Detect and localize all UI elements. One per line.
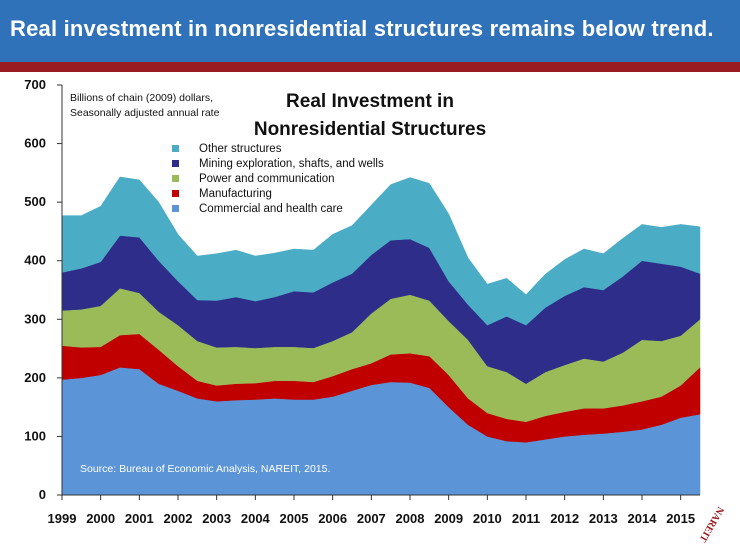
- y-tick-label: 500: [24, 194, 46, 209]
- accent-rule: [0, 62, 740, 72]
- legend-label: Other structures: [199, 142, 282, 155]
- x-tick-label: 1999: [48, 511, 77, 526]
- y-tick-label: 100: [24, 428, 46, 443]
- stacked-area-chart: 0 100 200 300 400 500 600 700 1999 2000 2001 2002 20…: [24, 77, 701, 526]
- x-tick-label: 2001: [125, 511, 154, 526]
- x-tick-label: 2015: [666, 511, 695, 526]
- legend-swatch: [172, 145, 179, 152]
- legend-label: Mining exploration, shafts, and wells: [199, 157, 384, 170]
- legend-item: Commercial and health care: [172, 201, 384, 216]
- x-tick-label: 2000: [86, 511, 115, 526]
- area-series: [61, 176, 701, 326]
- unit-line: Seasonally adjusted annual rate: [70, 107, 220, 119]
- x-tick-label: 2003: [202, 511, 231, 526]
- source-note: Source: Bureau of Economic Analysis, NAR…: [80, 463, 331, 475]
- legend-label: Power and communication: [199, 172, 335, 185]
- svg-text:NAREIT: NAREIT: [697, 505, 726, 544]
- x-tick-label: 2009: [434, 511, 463, 526]
- y-tick-label: 300: [24, 311, 46, 326]
- nareit-logo-mark: NAREIT: [697, 505, 726, 544]
- chart-title-line: Real Investment in: [286, 91, 454, 112]
- unit-line: Billions of chain (2009) dollars,: [70, 92, 213, 104]
- x-tick-label: 2012: [550, 511, 579, 526]
- x-tick-label: 2013: [589, 511, 618, 526]
- x-tick-label: 2002: [164, 511, 193, 526]
- y-tick-label: 400: [24, 253, 46, 268]
- title-banner: Real investment in nonresidential struct…: [0, 0, 740, 62]
- legend-swatch: [172, 205, 179, 212]
- chart-title: Real Investment in Nonresidential Struct…: [225, 88, 515, 144]
- legend-label: Manufacturing: [199, 187, 272, 200]
- unit-note: Billions of chain (2009) dollars, Season…: [70, 91, 219, 121]
- x-tick-label: 2011: [512, 511, 540, 526]
- x-tick-label: 2010: [473, 511, 502, 526]
- y-tick-label: 700: [24, 77, 46, 92]
- legend-item: Other structures: [172, 141, 384, 156]
- legend-item: Power and communication: [172, 171, 384, 186]
- legend-swatch: [172, 160, 179, 167]
- x-tick-label: 2014: [628, 511, 658, 526]
- chart-title-line: Nonresidential Structures: [253, 119, 487, 140]
- legend-swatch: [172, 175, 179, 182]
- legend-label: Commercial and health care: [199, 202, 343, 215]
- x-tick-label: 2005: [280, 511, 309, 526]
- legend-swatch: [172, 190, 179, 197]
- x-tick-label: 2008: [396, 511, 425, 526]
- nareit-logo: NAREIT: [690, 495, 728, 551]
- slide-headline: Real investment in nonresidential struct…: [10, 16, 714, 41]
- x-tick-label: 2007: [357, 511, 386, 526]
- chart-area: 0 100 200 300 400 500 600 700 1999 2000 2001 2002 20…: [0, 72, 740, 555]
- chart-legend: Other structures Mining exploration, sha…: [172, 141, 384, 216]
- x-tick-label: 2006: [318, 511, 347, 526]
- x-tick-label: 2004: [241, 511, 271, 526]
- legend-item: Manufacturing: [172, 186, 384, 201]
- legend-item: Mining exploration, shafts, and wells: [172, 156, 384, 171]
- y-tick-label: 200: [24, 370, 46, 385]
- y-tick-label: 600: [24, 136, 46, 151]
- y-tick-label: 0: [39, 487, 46, 502]
